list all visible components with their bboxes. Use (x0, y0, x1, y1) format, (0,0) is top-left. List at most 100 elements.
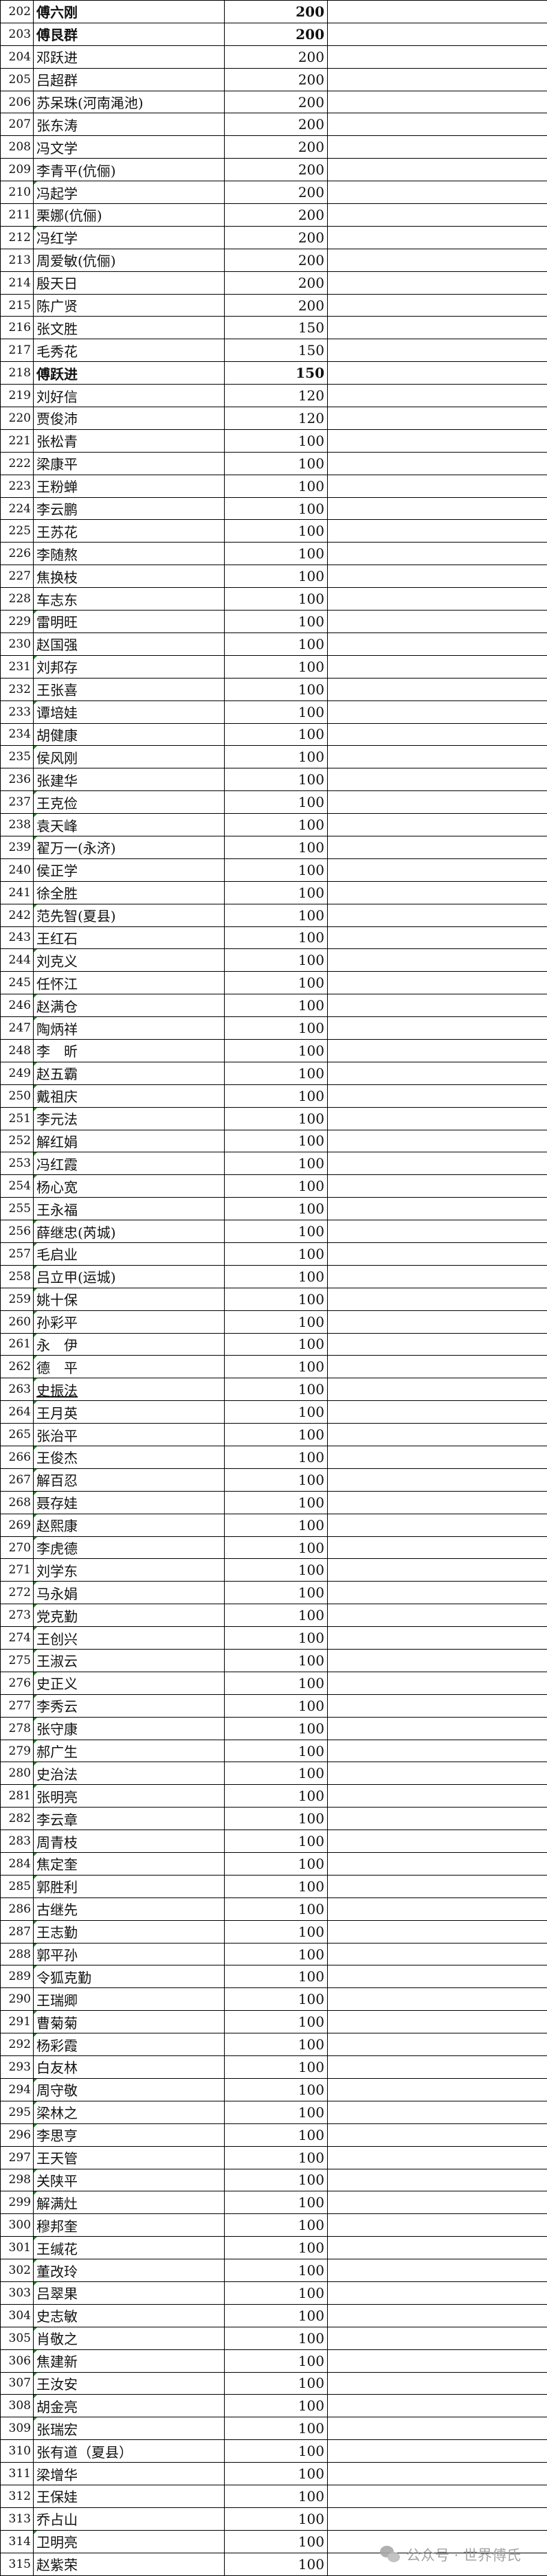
row-number-cell[interactable]: 219 (0, 384, 34, 408)
empty-cell[interactable] (327, 1965, 547, 1989)
donation-amount-cell[interactable]: 100 (224, 1649, 328, 1672)
empty-cell[interactable] (327, 1220, 547, 1243)
donation-amount-cell[interactable]: 100 (224, 1378, 328, 1402)
donor-name-cell[interactable]: 赵熙康 (33, 1513, 225, 1537)
row-number-cell[interactable]: 260 (0, 1310, 34, 1334)
donor-name-cell[interactable]: 史振法 (33, 1378, 225, 1402)
empty-cell[interactable] (327, 181, 547, 205)
row-number-cell[interactable]: 312 (0, 2484, 34, 2508)
donation-amount-cell[interactable]: 100 (224, 1852, 328, 1876)
donation-amount-cell[interactable]: 100 (224, 1152, 328, 1176)
donor-name-cell[interactable]: 焦建新 (33, 2349, 225, 2373)
empty-cell[interactable] (327, 1174, 547, 1198)
donation-amount-cell[interactable]: 100 (224, 926, 328, 950)
donation-amount-cell[interactable]: 100 (224, 497, 328, 521)
donor-name-cell[interactable]: 解满灶 (33, 2191, 225, 2215)
donation-amount-cell[interactable]: 100 (224, 2326, 328, 2350)
donor-name-cell[interactable]: 李思亨 (33, 2123, 225, 2147)
row-number-cell[interactable]: 213 (0, 248, 34, 272)
donation-amount-cell[interactable]: 200 (224, 203, 328, 227)
donor-name-cell[interactable]: 王粉蝉 (33, 474, 225, 498)
donor-name-cell[interactable]: 史治法 (33, 1762, 225, 1786)
empty-cell[interactable] (327, 45, 547, 69)
row-number-cell[interactable]: 288 (0, 1942, 34, 1966)
empty-cell[interactable] (327, 880, 547, 904)
row-number-cell[interactable]: 224 (0, 497, 34, 521)
donor-name-cell[interactable]: 刘邦存 (33, 654, 225, 679)
donation-amount-cell[interactable]: 100 (224, 1287, 328, 1311)
donor-name-cell[interactable]: 冯文学 (33, 135, 225, 159)
donor-name-cell[interactable]: 苏呆珠(河南渑池) (33, 90, 225, 114)
row-number-cell[interactable]: 305 (0, 2326, 34, 2350)
donation-amount-cell[interactable]: 100 (224, 474, 328, 498)
row-number-cell[interactable]: 218 (0, 361, 34, 385)
donation-amount-cell[interactable]: 100 (224, 1220, 328, 1243)
donation-amount-cell[interactable]: 100 (224, 2462, 328, 2485)
row-number-cell[interactable]: 228 (0, 587, 34, 611)
empty-cell[interactable] (327, 1604, 547, 1628)
donation-amount-cell[interactable]: 100 (224, 2417, 328, 2441)
empty-cell[interactable] (327, 1807, 547, 1831)
donor-name-cell[interactable]: 张治平 (33, 1423, 225, 1446)
empty-cell[interactable] (327, 451, 547, 475)
donation-amount-cell[interactable]: 100 (224, 1423, 328, 1446)
donation-amount-cell[interactable]: 100 (224, 1716, 328, 1740)
donor-name-cell[interactable]: 李元法 (33, 1106, 225, 1130)
donor-name-cell[interactable]: 吕立甲(运城) (33, 1264, 225, 1288)
row-number-cell[interactable]: 287 (0, 1919, 34, 1944)
row-number-cell[interactable]: 292 (0, 2033, 34, 2057)
row-number-cell[interactable]: 297 (0, 2145, 34, 2169)
row-number-cell[interactable]: 214 (0, 271, 34, 295)
donor-name-cell[interactable]: 史正义 (33, 1671, 225, 1695)
row-number-cell[interactable]: 230 (0, 632, 34, 656)
empty-cell[interactable] (327, 2236, 547, 2260)
empty-cell[interactable] (327, 1310, 547, 1334)
empty-cell[interactable] (327, 790, 547, 814)
row-number-cell[interactable]: 261 (0, 1332, 34, 1356)
empty-cell[interactable] (327, 2213, 547, 2237)
donation-amount-cell[interactable]: 100 (224, 858, 328, 882)
row-number-cell[interactable]: 258 (0, 1264, 34, 1288)
donation-amount-cell[interactable]: 200 (224, 181, 328, 205)
donation-amount-cell[interactable]: 100 (224, 700, 328, 724)
row-number-cell[interactable]: 205 (0, 67, 34, 91)
donation-amount-cell[interactable]: 100 (224, 1400, 328, 1424)
donor-name-cell[interactable]: 史志敏 (33, 2303, 225, 2327)
donation-amount-cell[interactable]: 100 (224, 994, 328, 1018)
row-number-cell[interactable]: 236 (0, 768, 34, 792)
donor-name-cell[interactable]: 雷明旺 (33, 610, 225, 633)
donation-amount-cell[interactable]: 200 (224, 0, 328, 23)
empty-cell[interactable] (327, 1378, 547, 1402)
row-number-cell[interactable]: 243 (0, 926, 34, 950)
donor-name-cell[interactable]: 赵紫荣 (33, 2552, 225, 2576)
row-number-cell[interactable]: 275 (0, 1649, 34, 1672)
row-number-cell[interactable]: 294 (0, 2077, 34, 2101)
donation-amount-cell[interactable]: 100 (224, 2055, 328, 2079)
empty-cell[interactable] (327, 565, 547, 589)
empty-cell[interactable] (327, 1852, 547, 1876)
donation-amount-cell[interactable]: 100 (224, 1830, 328, 1854)
row-number-cell[interactable]: 301 (0, 2236, 34, 2260)
empty-cell[interactable] (327, 1152, 547, 1176)
donation-amount-cell[interactable]: 200 (224, 293, 328, 317)
donation-amount-cell[interactable]: 200 (224, 45, 328, 69)
donation-amount-cell[interactable]: 100 (224, 903, 328, 927)
empty-cell[interactable] (327, 384, 547, 408)
empty-cell[interactable] (327, 1038, 547, 1062)
donor-name-cell[interactable]: 焦换枝 (33, 565, 225, 589)
donation-amount-cell[interactable]: 200 (224, 271, 328, 295)
empty-cell[interactable] (327, 0, 547, 23)
donation-amount-cell[interactable]: 100 (224, 542, 328, 566)
empty-cell[interactable] (327, 2552, 547, 2576)
row-number-cell[interactable]: 216 (0, 316, 34, 340)
donor-name-cell[interactable]: 王淑云 (33, 1649, 225, 1672)
donor-name-cell[interactable]: 解百忍 (33, 1468, 225, 1492)
row-number-cell[interactable]: 251 (0, 1106, 34, 1130)
donation-amount-cell[interactable]: 100 (224, 1468, 328, 1492)
donor-name-cell[interactable]: 张文胜 (33, 316, 225, 340)
donation-amount-cell[interactable]: 100 (224, 2100, 328, 2124)
donor-name-cell[interactable]: 刘克义 (33, 948, 225, 972)
donor-name-cell[interactable]: 郝广生 (33, 1739, 225, 1763)
donor-name-cell[interactable]: 王永福 (33, 1197, 225, 1221)
donation-amount-cell[interactable]: 100 (224, 2529, 328, 2553)
